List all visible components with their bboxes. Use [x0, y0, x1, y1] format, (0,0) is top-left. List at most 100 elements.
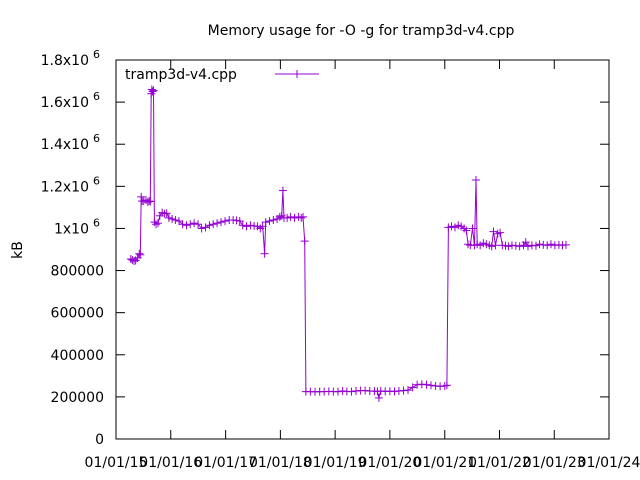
data-point — [374, 393, 383, 402]
y-tick-label: 1x10 6 — [54, 216, 100, 237]
y-tick-label: 800000 — [51, 264, 104, 280]
legend-marker — [293, 70, 301, 78]
y-tick-label-base: 1.8x10 — [41, 53, 89, 69]
data-point — [135, 249, 144, 258]
data-point — [197, 224, 206, 233]
data-point — [278, 186, 287, 195]
data-point — [531, 241, 540, 250]
y-tick-label-exponent: 6 — [93, 90, 100, 103]
data-point — [447, 222, 456, 231]
data-point — [290, 213, 299, 222]
data-point — [149, 86, 158, 95]
data-point — [511, 241, 520, 250]
y-tick-label: 1.4x10 6 — [41, 132, 100, 153]
data-point — [462, 226, 471, 235]
y-tick-label: 600000 — [51, 306, 104, 322]
data-point — [504, 242, 513, 251]
data-point — [265, 217, 274, 226]
data-point — [283, 213, 292, 222]
x-tick-label: 01/01/24 — [578, 455, 640, 471]
data-point — [286, 212, 295, 221]
data-point — [171, 216, 180, 225]
data-point — [535, 240, 544, 249]
data-point — [178, 220, 187, 229]
data-point — [235, 217, 244, 226]
y-tick-label-base: 1.4x10 — [41, 137, 89, 153]
data-point — [152, 220, 161, 229]
y-tick-label: 1.6x10 6 — [41, 90, 100, 111]
data-point — [209, 220, 218, 229]
y-axis-label: kB — [10, 241, 26, 259]
data-point — [136, 250, 145, 259]
data-point — [426, 381, 435, 390]
data-point — [194, 220, 203, 229]
y-tick-label: 200000 — [51, 390, 104, 406]
y-tick-label: 0 — [95, 432, 104, 448]
y-tick-label-exponent: 6 — [93, 48, 100, 61]
legend: tramp3d-v4.cpp — [125, 67, 319, 83]
data-point — [422, 380, 431, 389]
data-point — [146, 197, 155, 206]
data-point — [216, 218, 225, 227]
x-tick-label: 01/01/18 — [249, 455, 312, 471]
x-tick-label: 01/01/17 — [194, 455, 257, 471]
y-tick-label: 1.8x10 6 — [41, 48, 100, 69]
x-tick-label: 01/01/23 — [523, 455, 586, 471]
plot-border — [115, 59, 610, 440]
data-point — [213, 219, 222, 228]
data-point — [168, 214, 177, 223]
x-tick-label: 01/01/22 — [468, 455, 531, 471]
y-tick-label-exponent: 6 — [93, 174, 100, 187]
y-tick-label-base: 1.6x10 — [41, 95, 89, 111]
x-axis-ticks: 01/01/1501/01/1601/01/1701/01/1801/01/19… — [85, 60, 640, 471]
data-point — [515, 242, 524, 251]
data-point — [153, 219, 162, 228]
data-point — [521, 238, 530, 247]
data-point — [543, 241, 552, 250]
data-point — [300, 237, 309, 246]
data-point — [299, 212, 308, 221]
data-point — [261, 218, 270, 227]
data-point — [487, 242, 496, 251]
x-tick-label: 01/01/15 — [85, 455, 148, 471]
data-point — [221, 217, 230, 226]
data-point — [546, 240, 555, 249]
data-point — [269, 216, 278, 225]
data-point — [242, 222, 251, 231]
data-point — [408, 383, 417, 392]
data-point — [442, 381, 451, 390]
y-tick-label-base: 0 — [95, 432, 104, 448]
data-point — [260, 249, 269, 258]
plot-axes — [115, 59, 610, 440]
data-point — [238, 221, 247, 230]
data-point — [561, 240, 570, 249]
data-point — [182, 221, 191, 230]
data-point — [471, 176, 480, 185]
data-point — [190, 219, 199, 228]
legend-label: tramp3d-v4.cpp — [125, 67, 237, 83]
data-point — [186, 220, 195, 229]
data-point — [404, 386, 413, 395]
data-point — [297, 213, 306, 222]
y-tick-label-base: 1x10 — [54, 221, 89, 237]
y-tick-label-base: 800000 — [51, 264, 104, 280]
data-point — [205, 221, 214, 230]
data-point — [258, 222, 267, 231]
data-point — [150, 218, 159, 227]
data-point — [468, 224, 477, 233]
x-tick-label: 01/01/19 — [304, 455, 367, 471]
data-point — [162, 209, 171, 218]
data-point — [333, 387, 342, 396]
chart-title: Memory usage for -O -g for tramp3d-v4.cp… — [208, 23, 515, 39]
data-point — [347, 387, 356, 396]
y-tick-label: 1.2x10 6 — [41, 174, 100, 195]
series-layer — [126, 85, 570, 402]
data-point — [137, 192, 146, 201]
data-point — [440, 381, 449, 390]
data-point — [489, 227, 498, 236]
data-point — [275, 212, 284, 221]
x-tick-label: 01/01/21 — [413, 455, 476, 471]
